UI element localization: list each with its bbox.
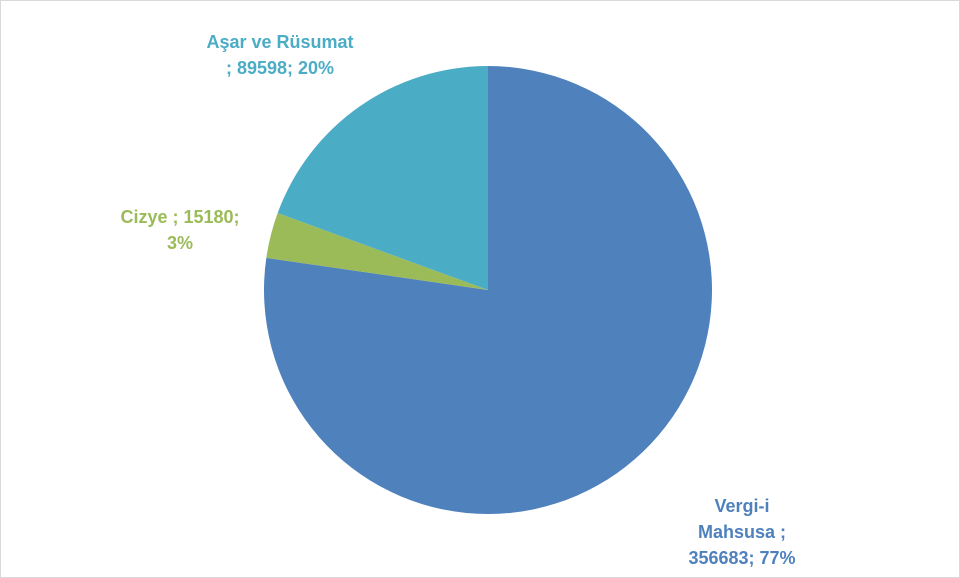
data-label: Aşar ve Rüsumat ; 89598; 20%: [206, 32, 354, 78]
pie-slice: [266, 213, 488, 290]
data-label: Cizye ; 15180; 3%: [120, 207, 240, 253]
pie-slice: [264, 66, 713, 515]
data-label: Vergi-i Mahsusa ; 356683; 77%: [688, 496, 796, 568]
pie-slice: [277, 66, 488, 290]
